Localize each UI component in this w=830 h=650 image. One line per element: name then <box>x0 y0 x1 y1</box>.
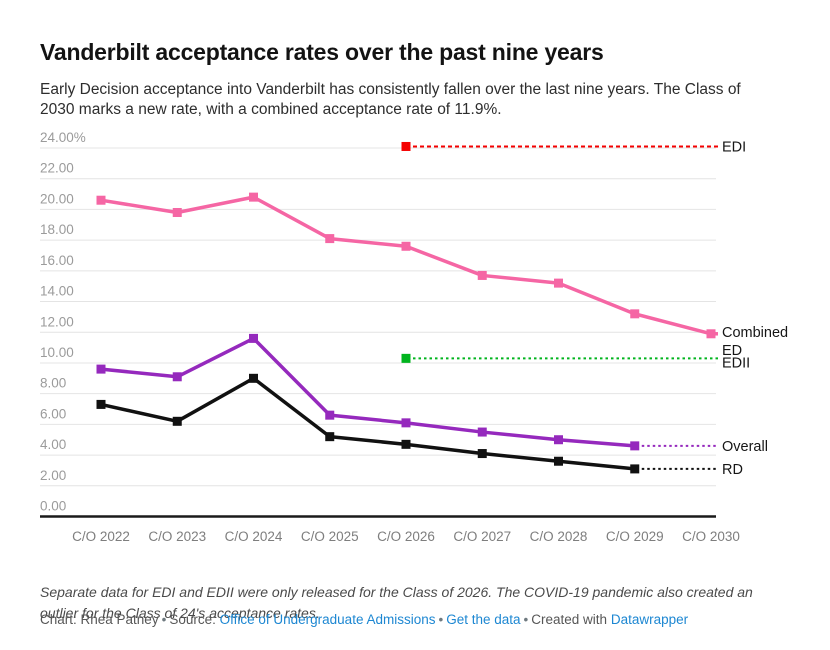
separator-dot: • <box>438 612 444 627</box>
y-tick-label: 20.00 <box>40 191 74 206</box>
series-label: Overall <box>722 439 768 455</box>
data-point-marker <box>325 410 335 420</box>
y-tick-label: 2.00 <box>40 468 66 483</box>
data-point-marker <box>401 418 411 428</box>
x-axis-label: C/O 2024 <box>225 529 283 544</box>
y-tick-labels: 24.00% 22.00 20.00 18.00 16.00 14.00 12.00 10.0… <box>40 130 86 513</box>
x-axis-label: C/O 2028 <box>530 529 588 544</box>
series-line <box>99 376 637 471</box>
data-point-marker <box>554 435 563 445</box>
separator-dot: • <box>523 612 529 627</box>
data-point-marker <box>477 270 487 280</box>
data-point-marker <box>249 333 258 343</box>
data-point-marker <box>325 432 335 442</box>
source-label: Source: <box>169 612 216 627</box>
series-label: Combined <box>722 325 788 341</box>
x-axis-labels: C/O 2022 C/O 2023 C/O 2024 C/O 2025 C/O 2026… <box>72 529 740 544</box>
data-point-marker <box>96 399 106 409</box>
series-rd: RD <box>96 373 743 478</box>
page-title: Vanderbilt acceptance rates over the pas… <box>40 39 604 66</box>
data-point-marker <box>172 372 182 382</box>
x-axis-label: C/O 2029 <box>606 529 664 544</box>
y-tick-label: 8.00 <box>40 376 66 391</box>
series-line <box>99 195 713 336</box>
series-edi: EDI <box>401 139 746 155</box>
series-edii: EDII <box>401 353 750 371</box>
y-tick-label: 6.00 <box>40 406 66 421</box>
data-point-marker <box>477 449 487 459</box>
y-tick-label: 22.00 <box>40 161 74 176</box>
x-axis-label: C/O 2030 <box>682 529 740 544</box>
series-overall: Overall <box>96 333 768 455</box>
created-with-label: Created with <box>531 612 608 627</box>
series-combined-ed: Combined ED <box>96 192 788 359</box>
x-axis-label: C/O 2022 <box>72 529 130 544</box>
chart-svg: 24.00% 22.00 20.00 18.00 16.00 14.00 12.00 10.0… <box>40 130 788 544</box>
x-axis-label: C/O 2026 <box>377 529 435 544</box>
chart-credit: Chart: Rhea Patney <box>40 612 159 627</box>
series-line <box>99 336 637 448</box>
datawrapper-link[interactable]: Datawrapper <box>610 612 689 627</box>
y-tick-label: 14.00 <box>40 284 74 299</box>
y-tick-label: 18.00 <box>40 222 74 237</box>
separator-dot: • <box>161 612 167 627</box>
data-point-marker <box>249 192 258 202</box>
chart-notes: Separate data for EDI and EDII were only… <box>40 584 753 621</box>
source-link[interactable]: Office of Undergraduate Admissions <box>219 612 436 627</box>
series-label: ED <box>722 343 742 359</box>
y-tick-label: 12.00 <box>40 314 74 329</box>
chart-subtitle: Early Decision acceptance into Vanderbil… <box>40 80 741 119</box>
x-axis-label: C/O 2023 <box>148 529 206 544</box>
data-point-marker <box>630 309 640 319</box>
data-point-marker <box>401 353 411 363</box>
data-point-marker <box>401 439 411 449</box>
x-axis-label: C/O 2025 <box>301 529 359 544</box>
data-point-marker <box>172 416 182 426</box>
y-tick-label: 16.00 <box>40 253 74 268</box>
series-label: RD <box>722 462 743 478</box>
data-point-marker <box>554 278 563 288</box>
get-the-data-link[interactable]: Get the data <box>446 612 521 627</box>
series-label: EDII <box>722 355 750 371</box>
data-point-marker <box>325 234 335 244</box>
data-point-marker <box>401 241 411 251</box>
data-point-marker <box>630 441 640 451</box>
y-tick-label: 10.00 <box>40 345 74 360</box>
data-point-marker <box>96 195 106 205</box>
data-point-marker <box>630 464 640 474</box>
data-point-marker <box>554 456 563 466</box>
data-point-marker <box>249 373 258 383</box>
y-tick-label: 4.00 <box>40 437 66 452</box>
y-tick-label: 24.00% <box>40 130 86 145</box>
y-grid <box>40 147 716 518</box>
data-point-marker <box>401 141 411 151</box>
data-point-marker <box>96 364 106 374</box>
y-tick-label: 0.00 <box>40 499 66 514</box>
chart-footer: Chart: Rhea Patney • Source: Office of Und… <box>40 612 688 627</box>
series-label: EDI <box>722 139 746 155</box>
x-axis-label: C/O 2027 <box>453 529 511 544</box>
data-point-marker <box>706 329 716 339</box>
data-point-marker <box>477 427 487 437</box>
data-point-marker <box>172 207 182 217</box>
